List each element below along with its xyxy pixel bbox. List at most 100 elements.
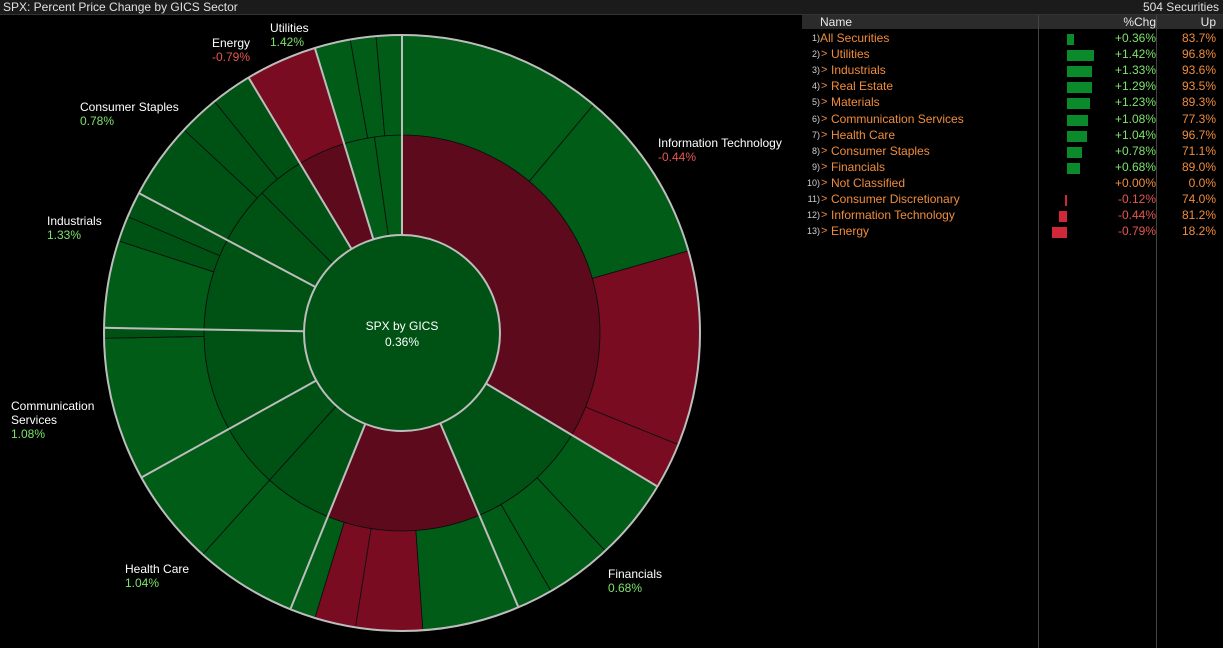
table-row[interactable]: 11) > Consumer Discretionary -0.12% 74.0% — [802, 191, 1223, 207]
row-up: 0.0% — [1188, 175, 1216, 190]
row-name[interactable]: Real Estate — [831, 79, 894, 94]
row-name[interactable]: Not Classified — [831, 175, 906, 190]
sector-divider — [104, 326, 305, 333]
expand-chevron-icon[interactable]: > — [821, 193, 828, 205]
row-name[interactable]: Industrials — [831, 63, 886, 78]
row-name[interactable]: Materials — [831, 95, 880, 110]
label-energy-name: Energy — [212, 36, 250, 50]
column-header-name[interactable]: Name — [820, 15, 853, 29]
expand-chevron-icon[interactable]: > — [821, 48, 828, 61]
table-row[interactable]: 13) > Energy -0.79% 18.2% — [802, 223, 1223, 239]
label-communication-value: 1.08% — [11, 427, 45, 441]
sector-divider — [140, 379, 317, 479]
table-row[interactable]: 10) > Not Classified +0.00% 0.0% — [802, 175, 1223, 191]
change-bar — [1058, 211, 1067, 223]
change-bar — [1051, 227, 1067, 239]
table-row[interactable]: 5) > Materials +1.23% 89.3% — [802, 94, 1223, 110]
row-up: 93.6% — [1181, 63, 1216, 78]
table-row[interactable]: 1) All Securities +0.36% 83.7% — [802, 30, 1223, 46]
label-financials-value: 0.68% — [608, 581, 642, 595]
row-up: 96.8% — [1181, 47, 1216, 62]
change-bar — [1067, 162, 1080, 174]
expand-chevron-icon[interactable]: > — [821, 112, 828, 125]
sector-divider — [439, 422, 520, 608]
sector-divider — [313, 47, 375, 240]
table-row[interactable]: 7) > Health Care +1.04% 96.7% — [802, 127, 1223, 143]
sector-divider — [289, 423, 367, 610]
expand-chevron-icon[interactable]: > — [821, 64, 828, 77]
label-financials-name: Financials — [608, 567, 662, 581]
change-bar — [1067, 98, 1091, 110]
expand-chevron-icon[interactable]: > — [821, 128, 828, 141]
row-name[interactable]: Consumer Staples — [831, 143, 930, 158]
row-number: 3) — [811, 65, 820, 76]
row-chg: +1.42% — [1114, 47, 1156, 62]
row-up: 83.7% — [1181, 31, 1216, 45]
table-row[interactable]: 8) > Consumer Staples +0.78% 71.1% — [802, 143, 1223, 159]
table-row[interactable]: 6) > Communication Services +1.08% 77.3% — [802, 111, 1223, 127]
table-header: Name %Chg Up — [802, 15, 1223, 29]
sector-labels: Utilities 1.42% Energy -0.79% Consumer S… — [11, 21, 782, 595]
expand-chevron-icon[interactable]: > — [821, 176, 828, 189]
expand-chevron-icon[interactable]: > — [821, 96, 828, 109]
row-number: 4) — [811, 81, 820, 92]
expand-chevron-icon[interactable]: > — [821, 144, 828, 157]
row-name[interactable]: Health Care — [831, 127, 896, 142]
table-row[interactable]: 4) > Real Estate +1.29% 93.5% — [802, 78, 1223, 94]
row-up: 89.0% — [1181, 159, 1216, 174]
expand-chevron-icon[interactable]: > — [821, 225, 828, 238]
row-up: 89.3% — [1181, 95, 1216, 110]
row-name[interactable]: Financials — [831, 159, 886, 174]
table-row[interactable]: 2) > Utilities +1.42% 96.8% — [802, 46, 1223, 62]
change-bar — [1067, 66, 1093, 78]
label-utilities-name: Utilities — [270, 21, 309, 35]
sector-divider — [485, 382, 658, 488]
row-up: 93.5% — [1181, 79, 1216, 94]
row-name[interactable]: All Securities — [820, 31, 890, 45]
change-bar — [1067, 34, 1074, 45]
row-chg: +1.23% — [1114, 95, 1156, 110]
sunburst-rings — [103, 34, 701, 632]
row-number: 7) — [811, 129, 820, 140]
sector-divider — [138, 192, 316, 288]
expand-chevron-icon[interactable]: > — [821, 80, 828, 93]
change-bar — [1067, 130, 1087, 142]
row-number: 13) — [806, 226, 820, 237]
change-bar — [1067, 114, 1088, 126]
row-name[interactable]: Energy — [831, 224, 870, 239]
change-bar — [1067, 82, 1092, 94]
sunburst-center[interactable]: SPX by GICS 0.36% — [303, 234, 501, 432]
center-value: 0.36% — [385, 335, 419, 349]
outer-ring-border — [103, 34, 701, 632]
table-row[interactable]: 9) > Financials +0.68% 89.0% — [802, 159, 1223, 175]
row-up: 96.7% — [1181, 127, 1216, 142]
row-number: 9) — [811, 161, 820, 172]
row-chg: -0.79% — [1117, 224, 1156, 239]
change-bar — [1064, 195, 1067, 206]
expand-chevron-icon[interactable]: > — [821, 209, 828, 222]
row-up: 77.3% — [1181, 111, 1216, 126]
row-name[interactable]: Information Technology — [831, 208, 955, 223]
label-industrials-value: 1.33% — [47, 228, 81, 242]
column-header-up[interactable]: Up — [1200, 15, 1216, 29]
label-industrials-name: Industrials — [47, 214, 102, 228]
securities-count: 504 Securities — [1142, 0, 1219, 14]
row-number: 6) — [811, 113, 820, 124]
row-chg: +0.78% — [1114, 143, 1156, 158]
table-row[interactable]: 12) > Information Technology -0.44% 81.2% — [802, 207, 1223, 223]
expand-chevron-icon[interactable]: > — [821, 160, 828, 173]
label-consumer-staples-name: Consumer Staples — [80, 100, 179, 114]
table-row[interactable]: 3) > Industrials +1.33% 93.6% — [802, 62, 1223, 78]
row-number: 11) — [807, 194, 820, 204]
row-name[interactable]: Utilities — [831, 47, 870, 62]
label-energy-value: -0.79% — [212, 50, 250, 64]
row-number: 10) — [806, 177, 820, 188]
label-communication-name-2: Services — [11, 413, 57, 427]
change-bar — [1067, 50, 1094, 62]
row-up: 71.1% — [1181, 143, 1216, 158]
change-bar — [1067, 146, 1082, 158]
column-header-chg[interactable]: %Chg — [1123, 15, 1156, 29]
row-name[interactable]: Communication Services — [831, 111, 964, 126]
row-name[interactable]: Consumer Discretionary — [831, 192, 960, 206]
sunburst-chart[interactable]: SPX by GICS 0.36% Utilities 1.42% Energy… — [0, 15, 801, 648]
